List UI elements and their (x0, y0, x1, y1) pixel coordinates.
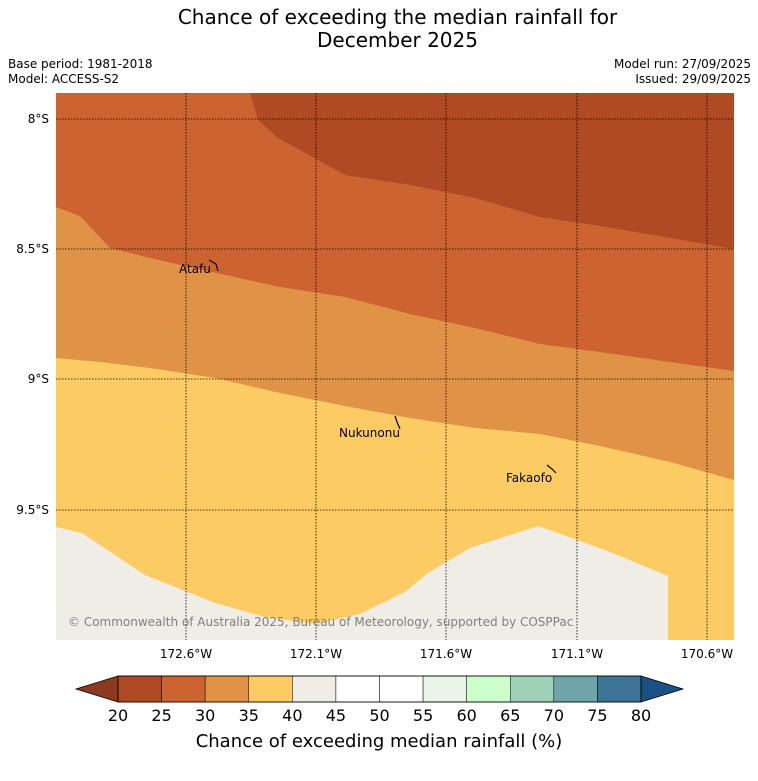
colorbar-segment (422, 675, 467, 703)
colorbar-segment (204, 675, 250, 703)
colorbar-segment (466, 675, 511, 703)
place-atafu: Atafu (179, 262, 211, 276)
band-40-45 (56, 526, 668, 640)
colorbar-segment (117, 675, 162, 703)
nukunonu-outline (394, 415, 401, 430)
colorbar-segment (510, 675, 555, 703)
model-run: Model run: 27/09/2025 (613, 57, 751, 71)
base-period: Base period: 1981-2018 (8, 57, 153, 71)
lon-labels: 172.6°W 172.1°W 171.6°W 171.1°W 170.6°W (160, 647, 733, 661)
place-nukunonu: Nukunonu (339, 426, 400, 440)
colorbar-tick-label: 30 (195, 706, 215, 725)
map-area: Atafu Nukunonu Fakaofo © Commonwealth of… (56, 93, 734, 640)
title-line-1: Chance of exceeding the median rainfall … (177, 5, 618, 29)
colorbar: 20 25 30 35 40 45 50 55 60 65 70 75 80 Chance of exc… (74, 675, 685, 752)
lat-labels: 8°S 8.5°S 9°S 9.5°S (16, 112, 49, 517)
colorbar-frame (117, 675, 642, 703)
colorbar-segment (597, 675, 642, 703)
colorbar-segment (335, 675, 380, 703)
colorbar-tick-label: 55 (413, 706, 433, 725)
lon-label: 172.1°W (290, 647, 342, 661)
fakaofo-outline (546, 464, 557, 474)
title-line-2: December 2025 (317, 28, 478, 52)
colorbar-tick-label: 60 (456, 706, 476, 725)
lon-label: 171.6°W (420, 647, 472, 661)
meta-left: Base period: 1981-2018 Model: ACCESS-S2 (8, 57, 153, 87)
lat-label: 8.5°S (16, 242, 49, 256)
place-fakaofo: Fakaofo (506, 471, 552, 485)
colorbar-tick-label: 40 (282, 706, 302, 725)
colorbar-tick-label: 70 (544, 706, 564, 725)
lat-label: 8°S (28, 112, 49, 126)
colorbar-under-triangle (74, 675, 119, 703)
gridlines (56, 93, 734, 640)
chart-title: Chance of exceeding the median rainfall … (0, 6, 758, 52)
colorbar-tick-label: 80 (631, 706, 651, 725)
band-20-25 (250, 93, 734, 249)
colorbar-tick-label: 75 (587, 706, 607, 725)
colorbar-tick-label: 65 (500, 706, 520, 725)
lon-label: 170.6°W (681, 647, 733, 661)
colorbar-label: Chance of exceeding median rainfall (%) (196, 731, 563, 752)
lat-label: 9°S (28, 372, 49, 386)
colorbar-segment (379, 675, 424, 703)
colorbar-tick-label: 20 (108, 706, 128, 725)
lat-label: 9.5°S (16, 503, 49, 517)
atafu-outline (208, 259, 219, 272)
colorbar-segment (161, 675, 206, 703)
colorbar-tick-label: 45 (326, 706, 346, 725)
lon-label: 172.6°W (160, 647, 212, 661)
colorbar-segment (292, 675, 337, 703)
colorbar-tick-label: 25 (151, 706, 171, 725)
colorbar-over-triangle (640, 675, 685, 703)
colorbar-tick-label: 50 (369, 706, 389, 725)
colorbar-ticks: 20 25 30 35 40 45 50 55 60 65 70 75 80 (108, 706, 651, 725)
copyright-text: © Commonwealth of Australia 2025, Bureau… (68, 615, 573, 629)
colorbar-tick-label: 35 (239, 706, 259, 725)
colorbar-segments (117, 675, 642, 703)
meta-right: Model run: 27/09/2025 Issued: 29/09/2025 (614, 57, 751, 87)
lon-label: 171.1°W (551, 647, 603, 661)
model-name: Model: ACCESS-S2 (8, 72, 120, 86)
issued-date: Issued: 29/09/2025 (635, 72, 751, 86)
colorbar-segment (248, 675, 293, 703)
colorbar-segment (553, 675, 598, 703)
